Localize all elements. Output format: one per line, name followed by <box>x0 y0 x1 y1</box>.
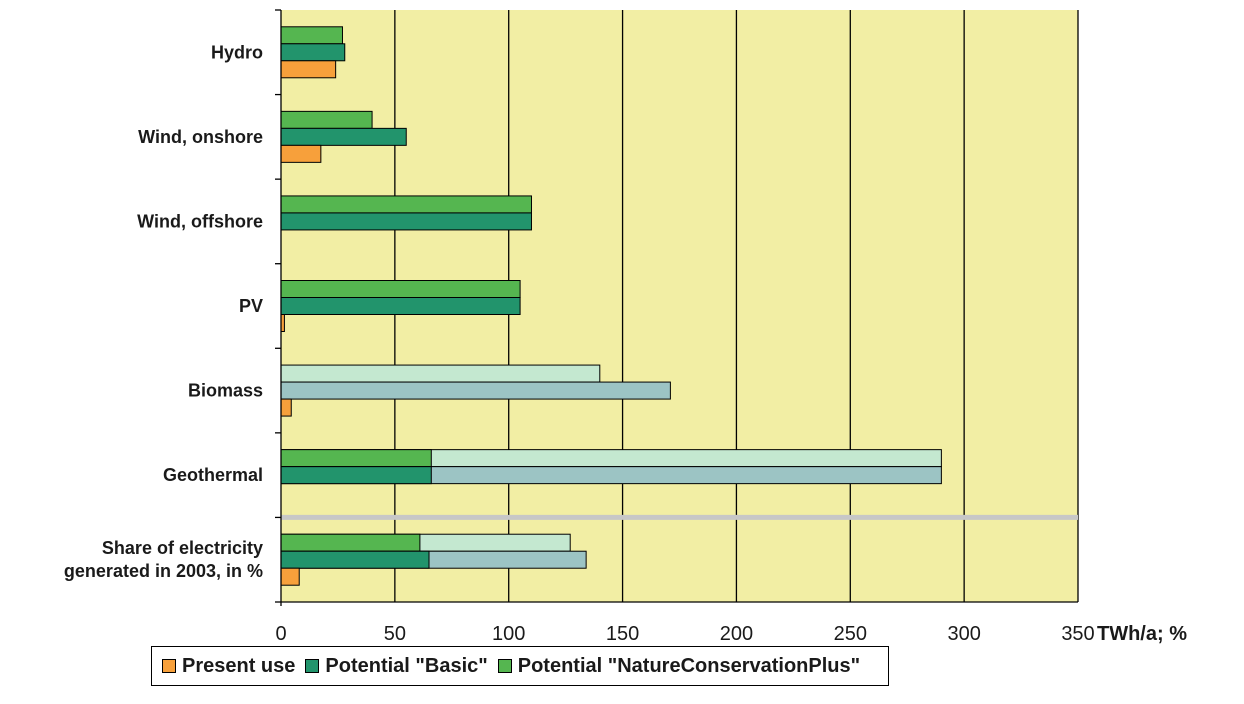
legend-swatch-present-use <box>162 659 176 673</box>
bar-present-use-share-of-electricity-generated-in-2003-in <box>280 567 300 586</box>
legend-item-present-use: Present use <box>162 655 295 678</box>
bar-potential-basic-share-of-electricity-generated-in-2003-in <box>280 550 430 569</box>
bar-potential-natureconservationplus-wind-offshore <box>280 195 532 214</box>
category-label-wind-offshore: Wind, offshore <box>137 211 263 231</box>
bar-potential-natureconservationplus-hydro <box>280 26 343 45</box>
category-label-geothermal: Geothermal <box>163 465 263 485</box>
bar-present-use-biomass <box>280 398 292 417</box>
legend-label-present-use: Present use <box>182 654 296 677</box>
category-label-pv: PV <box>239 296 263 316</box>
x-tick-label-200: 200 <box>720 623 753 645</box>
x-tick-label-250: 250 <box>834 623 867 645</box>
bar-potential-natureconservationplus-pv <box>280 280 521 298</box>
bar-potential-natureconservationplus-share-of-electricity-generated-in-2003-in <box>280 533 421 552</box>
bar-potential-basic-wind-onshore <box>280 127 407 146</box>
bar-present-use-wind-onshore <box>280 144 322 163</box>
legend-item-potential-basic: Potential "Basic" <box>305 654 488 678</box>
category-label-hydro: Hydro <box>211 42 263 62</box>
legend-swatch-potential-basic <box>305 659 320 673</box>
x-tick-label-300: 300 <box>947 623 980 645</box>
x-tick-label-150: 150 <box>606 623 639 645</box>
bar-potential-basic-geothermal <box>280 466 432 485</box>
category-label-biomass: Biomass <box>188 381 263 401</box>
bar-potential-basic-hydro <box>280 43 346 62</box>
legend-item-potential-natureconservationplus: Potential "NatureConservationPlus" <box>497 654 861 678</box>
category-label-wind-onshore: Wind, onshore <box>138 127 263 147</box>
x-tick-label-100: 100 <box>492 623 525 645</box>
bar-potential-basic-wind-offshore <box>280 212 532 231</box>
bar-potential-natureconservationplus-wind-onshore <box>280 110 373 129</box>
legend-swatch-potential-natureconservationplus <box>497 659 512 673</box>
bar-potential-natureconservationplus-geothermal <box>280 449 432 468</box>
x-axis-unit-label: TWh/a; % <box>1097 623 1187 645</box>
x-tick-label-0: 0 <box>275 623 286 645</box>
legend-label-potential-basic: Potential "Basic" <box>325 654 488 677</box>
x-tick-label-50: 50 <box>384 623 406 645</box>
legend-label-potential-natureconservationplus: Potential "NatureConservationPlus" <box>517 654 861 677</box>
bar-potential-basic-biomass-extension <box>280 381 671 400</box>
category-label-share-of-electricity-generated-in-2003-in: Share of electricity generated in 2003, i… <box>64 538 263 581</box>
bar-potential-basic-pv <box>280 297 521 315</box>
bar-present-use-hydro <box>280 60 337 79</box>
chart-legend: Present use Potential "Basic" Potential … <box>151 646 889 686</box>
x-tick-label-350: 350 <box>1061 623 1094 645</box>
bar-potential-natureconservationplus-biomass-extension <box>280 364 601 383</box>
